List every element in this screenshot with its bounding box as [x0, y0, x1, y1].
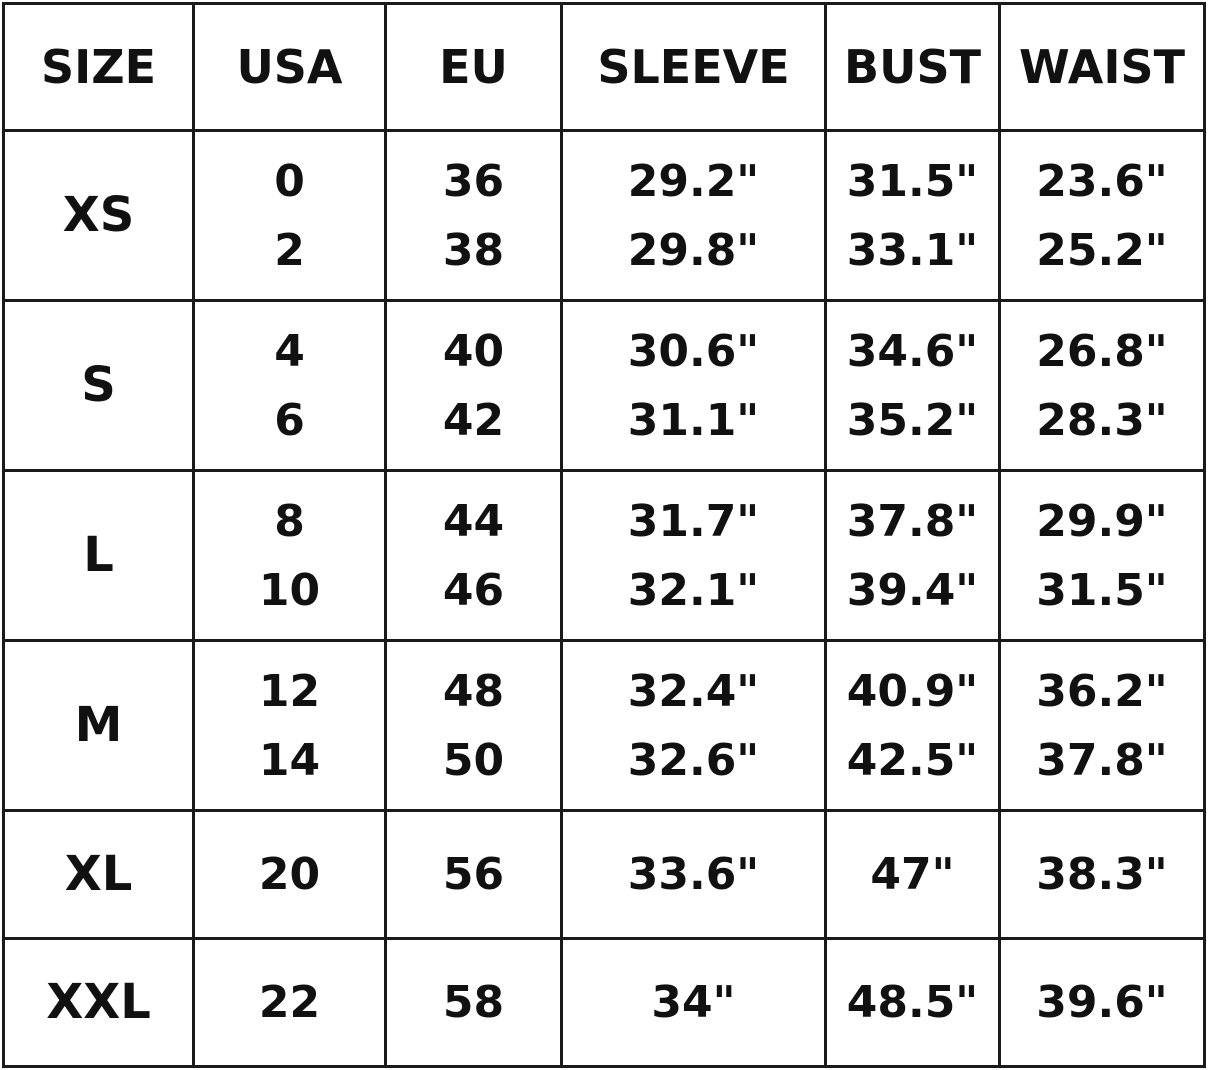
header-size: SIZE	[2, 2, 195, 132]
header-row: SIZE USA EU SLEEVE BUST WAIST	[2, 2, 1206, 132]
eu-value: 38	[442, 224, 505, 276]
usa-value: 8	[274, 495, 305, 547]
bust-cell: 48.5"	[824, 937, 1001, 1068]
sleeve-cell: 33.6"	[560, 809, 827, 941]
eu-value: 48	[442, 665, 505, 717]
usa-cell: 4 6	[192, 299, 387, 473]
waist-value: 31.5"	[1036, 564, 1168, 616]
bust-value: 35.2"	[846, 394, 979, 446]
header-eu: EU	[384, 2, 563, 132]
usa-cell: 12 14	[192, 639, 387, 813]
eu-cell: 58	[384, 937, 563, 1068]
waist-cell: 36.2" 37.8"	[998, 639, 1206, 813]
eu-value: 40	[442, 325, 505, 377]
eu-cell: 36 38	[384, 128, 563, 303]
sleeve-cell: 31.7" 32.1"	[560, 469, 827, 643]
eu-cell: 40 42	[384, 299, 563, 473]
eu-value: 36	[442, 155, 505, 207]
bust-value: 42.5"	[846, 734, 979, 786]
table-row: XS 0 2 36 38 29.2" 29.8" 31.5" 33.1" 23.…	[2, 128, 1206, 303]
eu-cell: 56	[384, 809, 563, 941]
usa-value: 0	[274, 155, 305, 207]
header-waist: WAIST	[998, 2, 1206, 132]
usa-cell: 8 10	[192, 469, 387, 643]
sleeve-cell: 32.4" 32.6"	[560, 639, 827, 813]
waist-value: 26.8"	[1036, 325, 1168, 377]
bust-value: 40.9"	[846, 665, 979, 717]
bust-cell: 34.6" 35.2"	[824, 299, 1001, 473]
bust-cell: 31.5" 33.1"	[824, 128, 1001, 303]
eu-cell: 44 46	[384, 469, 563, 643]
size-label: L	[2, 469, 195, 643]
size-label: M	[2, 639, 195, 813]
sleeve-value: 32.6"	[627, 734, 760, 786]
sleeve-value: 31.7"	[627, 495, 760, 547]
waist-value: 25.2"	[1036, 224, 1168, 276]
sleeve-value: 29.8"	[627, 224, 760, 276]
sleeve-cell: 34"	[560, 937, 827, 1068]
size-label: XS	[2, 128, 195, 303]
usa-value: 10	[258, 564, 321, 616]
sleeve-value: 29.2"	[627, 155, 760, 207]
usa-value: 12	[258, 665, 321, 717]
bust-value: 31.5"	[846, 155, 979, 207]
eu-value: 46	[442, 564, 505, 616]
sleeve-value: 31.1"	[627, 394, 760, 446]
sleeve-cell: 30.6" 31.1"	[560, 299, 827, 473]
header-sleeve: SLEEVE	[560, 2, 827, 132]
sleeve-value: 30.6"	[627, 325, 760, 377]
table-row: S 4 6 40 42 30.6" 31.1" 34.6" 35.2" 26.8…	[2, 299, 1206, 473]
waist-cell: 38.3"	[998, 809, 1206, 941]
table-row: XXL 22 58 34" 48.5" 39.6"	[2, 937, 1206, 1068]
header-bust: BUST	[824, 2, 1001, 132]
eu-value: 50	[442, 734, 505, 786]
waist-cell: 29.9" 31.5"	[998, 469, 1206, 643]
bust-value: 34.6"	[846, 325, 979, 377]
waist-cell: 26.8" 28.3"	[998, 299, 1206, 473]
waist-value: 37.8"	[1036, 734, 1168, 786]
usa-value: 6	[274, 394, 305, 446]
table-row: L 8 10 44 46 31.7" 32.1" 37.8" 39.4" 29.…	[2, 469, 1206, 643]
eu-value: 42	[442, 394, 505, 446]
bust-value: 37.8"	[846, 495, 979, 547]
bust-cell: 40.9" 42.5"	[824, 639, 1001, 813]
waist-cell: 39.6"	[998, 937, 1206, 1068]
bust-value: 39.4"	[846, 564, 979, 616]
eu-value: 44	[442, 495, 505, 547]
table-row: XL 20 56 33.6" 47" 38.3"	[2, 809, 1206, 941]
usa-value: 4	[274, 325, 305, 377]
waist-value: 28.3"	[1036, 394, 1168, 446]
bust-cell: 37.8" 39.4"	[824, 469, 1001, 643]
usa-cell: 0 2	[192, 128, 387, 303]
usa-cell: 20	[192, 809, 387, 941]
bust-value: 33.1"	[846, 224, 979, 276]
waist-value: 36.2"	[1036, 665, 1168, 717]
header-usa: USA	[192, 2, 387, 132]
bust-cell: 47"	[824, 809, 1001, 941]
sleeve-value: 32.1"	[627, 564, 760, 616]
sleeve-value: 32.4"	[627, 665, 760, 717]
waist-cell: 23.6" 25.2"	[998, 128, 1206, 303]
eu-cell: 48 50	[384, 639, 563, 813]
waist-value: 23.6"	[1036, 155, 1168, 207]
waist-value: 29.9"	[1036, 495, 1168, 547]
size-label: XL	[2, 809, 195, 941]
usa-cell: 22	[192, 937, 387, 1068]
sleeve-cell: 29.2" 29.8"	[560, 128, 827, 303]
size-label: S	[2, 299, 195, 473]
table-row: M 12 14 48 50 32.4" 32.6" 40.9" 42.5" 36…	[2, 639, 1206, 813]
size-label: XXL	[2, 937, 195, 1068]
usa-value: 2	[274, 224, 305, 276]
usa-value: 14	[258, 734, 321, 786]
